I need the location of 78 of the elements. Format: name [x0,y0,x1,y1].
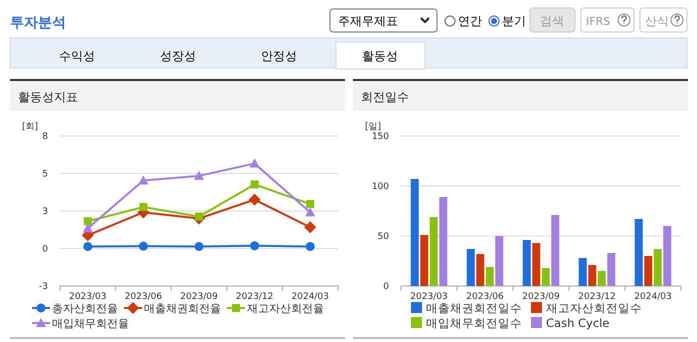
y-tick-label: 0 [42,244,48,254]
legend-label: 매입채무회전율 [52,317,129,330]
bar [420,235,428,286]
text: 산식 [645,14,669,28]
x-tick-label: 2023/12 [236,292,274,302]
text: 투자분석 [10,15,66,31]
bar [654,249,662,286]
x-tick-label: 2023/06 [466,292,504,302]
bar [607,253,616,286]
bar [430,217,438,286]
bar [551,215,560,286]
text: 연간 [458,14,482,28]
x-tick-label: 2023/09 [522,292,560,302]
bar [578,258,587,286]
x-tick-label: 2023/03 [69,292,106,302]
y-tick-label: 5 [42,170,48,180]
legend-label: Cash Cycle [546,316,610,330]
legend-label: 재고자산회전율 [247,302,324,315]
point [139,203,148,212]
bar [486,267,494,286]
bar [476,254,484,286]
bar [644,256,652,286]
text: 활동성 [362,49,398,63]
text: 검색 [540,14,564,28]
y-tick-label: 3 [42,207,48,217]
text: 성장성 [160,49,196,63]
bar [532,243,540,286]
bar [542,268,550,286]
point [306,200,314,208]
point [304,221,316,234]
x-tick-label: 2024/03 [634,292,672,302]
text: 수익성 [59,49,95,63]
point [194,242,204,251]
point [83,242,92,251]
bar [410,179,419,286]
bar [466,249,475,286]
legend-label: 재고자산회전일수 [546,301,642,315]
legend-label: 매출채권회전율 [144,302,221,315]
y-tick-label: 150 [372,132,390,142]
x-tick-label: 2023/03 [410,292,448,302]
legend-label: 매입채무회전일수 [426,316,522,330]
y-tick-label: 0 [383,282,390,292]
text: 안정성 [261,49,297,63]
legend-label: 총자산회전율 [52,302,118,315]
chart-title: 활동성지표 [18,90,78,104]
point [250,180,259,188]
point [82,223,93,232]
x-tick-label: 2023/09 [180,292,218,302]
bar [522,240,531,286]
bar [495,236,504,286]
x-tick-label: 2023/06 [124,292,162,302]
point [138,242,148,251]
y-axis-title: [일] [365,122,382,132]
bar [634,219,643,286]
point [248,194,261,206]
point [306,242,315,251]
y-tick-label: 100 [372,182,390,192]
bar [439,197,448,286]
y-tick-label: 50 [378,232,390,242]
legend-label: 매출채권회전일수 [426,301,522,315]
bar [588,265,596,286]
bar [663,226,672,286]
text: 분기 [502,14,526,28]
point [250,158,260,168]
point [194,170,204,180]
x-tick-label: 2024/03 [292,292,329,302]
point [250,241,260,250]
bar [598,271,606,286]
point [84,217,92,226]
y-tick-label: 8 [42,132,48,142]
chart-title: 회전일수 [361,90,409,104]
y-axis-title: [회] [22,122,38,132]
text: 주재무제표 [338,14,398,28]
x-tick-label: 2023/12 [578,292,616,302]
text: IFRS [586,15,610,28]
point [305,207,316,216]
point [138,175,148,184]
y-tick-label: -3 [39,282,48,292]
